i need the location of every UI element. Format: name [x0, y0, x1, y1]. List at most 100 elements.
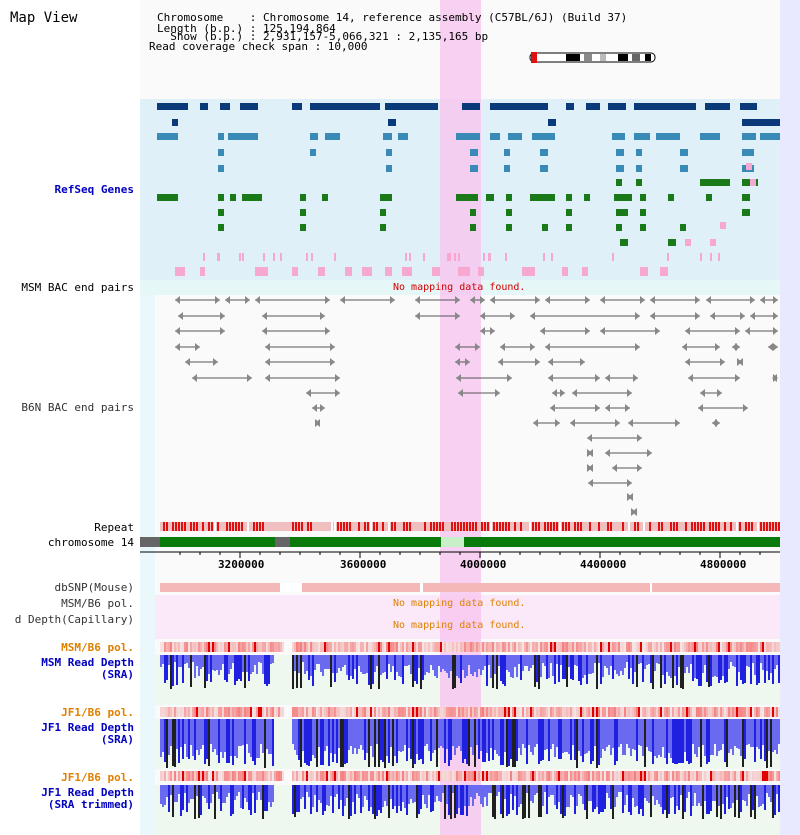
read-depth-bar [544, 719, 546, 750]
read-depth-bar [484, 785, 486, 797]
jf1-read-depth-label[interactable]: JF1 Read Depth [41, 721, 134, 734]
read-depth-bar [570, 719, 572, 760]
repeat-element [772, 522, 774, 531]
read-depth-bar [482, 719, 484, 762]
read-depth-bar [350, 719, 352, 746]
repeat-gap [370, 522, 372, 531]
read-depth-bar [538, 785, 540, 817]
refseq-genes-label[interactable]: RefSeq Genes [54, 183, 134, 196]
polymorphism-cell [190, 771, 192, 781]
read-depth-bar [462, 719, 464, 763]
bac-end-arrow [245, 296, 250, 304]
read-depth-bar [522, 655, 524, 671]
polymorphism-cell [766, 771, 768, 781]
gene-pink-tick [449, 253, 451, 261]
polymorphism-cell [254, 707, 256, 717]
read-depth-bar [340, 655, 342, 671]
polymorphism-cell [666, 707, 668, 717]
msm-read-depth-label[interactable]: MSM Read Depth [41, 656, 134, 669]
polymorphism-cell [228, 771, 230, 781]
read-depth-bar [410, 785, 412, 799]
polymorphism-cell [236, 771, 238, 781]
polymorphism-cell [494, 642, 496, 652]
read-depth-bar [162, 719, 164, 752]
polymorphism-cell [672, 642, 674, 652]
repeat-gap [490, 522, 492, 531]
read-depth-bar [394, 785, 396, 806]
polymorphism-cell [372, 771, 374, 781]
bac-end-arrow [631, 508, 636, 516]
read-depth-bar [558, 785, 560, 802]
polymorphism-cell [224, 771, 226, 781]
polymorphism-cell [306, 642, 308, 652]
polymorphism-cell [214, 771, 216, 781]
polymorphism-cell [572, 642, 574, 652]
read-depth-bar [338, 655, 340, 668]
polymorphism-cell [462, 771, 464, 781]
polymorphism-cell [430, 642, 432, 652]
polymorphism-cell [444, 771, 446, 781]
read-depth-bar [294, 719, 296, 750]
polymorphism-cell [760, 771, 762, 781]
polymorphism-cell [456, 642, 458, 652]
polymorphism-cell [488, 771, 490, 781]
read-depth-bar [526, 719, 528, 764]
repeat-gap [559, 522, 561, 531]
jf1-b6-pol2-label[interactable]: JF1/B6 pol. [61, 771, 134, 784]
gene-glyph [608, 103, 626, 110]
polymorphism-cell [774, 707, 776, 717]
polymorphism-cell [572, 707, 574, 717]
read-depth-bar [778, 655, 780, 683]
repeat-element [208, 522, 210, 531]
read-depth-bar [676, 719, 678, 764]
polymorphism-cell [330, 707, 332, 717]
repeat-element [190, 522, 192, 531]
gene-glyph [616, 224, 622, 231]
polymorphism-cell [270, 642, 272, 652]
jf1-trim-depth-label[interactable]: JF1 Read Depth [41, 786, 134, 799]
read-depth-bar [696, 655, 698, 679]
jf1-b6-pol-label[interactable]: JF1/B6 pol. [61, 706, 134, 719]
polymorphism-cell [716, 771, 718, 781]
bac-end-arrow [550, 404, 555, 412]
polymorphism-cell [636, 642, 638, 652]
polymorphism-cell [300, 707, 302, 717]
read-depth-bar [674, 785, 676, 814]
polymorphism-cell [726, 642, 728, 652]
polymorphism-cell [198, 642, 200, 652]
polymorphism-cell [722, 707, 724, 717]
repeat-element [301, 522, 303, 531]
read-depth-tracks [160, 655, 780, 819]
bac-end-arrow [750, 312, 755, 320]
polymorphism-cell [580, 771, 582, 781]
polymorphism-cell [498, 771, 500, 781]
read-depth-bar [192, 655, 194, 662]
polymorphism-cell [514, 707, 516, 717]
bac-end-arrow [533, 419, 538, 427]
read-depth-bar [556, 785, 558, 809]
read-depth-bar [168, 785, 170, 812]
read-depth-bar [520, 719, 522, 755]
read-depth-bar [404, 785, 406, 808]
polymorphism-cell [732, 642, 734, 652]
repeat-element [673, 522, 675, 531]
gene-glyph [172, 119, 178, 126]
read-depth-bar [218, 719, 220, 763]
read-depth-bar [456, 719, 458, 748]
polymorphism-cell [348, 707, 350, 717]
repeat-element [649, 522, 651, 531]
read-depth-bar [556, 655, 558, 664]
read-depth-bar [390, 655, 392, 672]
read-depth-bar [576, 719, 578, 768]
polymorphism-cell [606, 771, 608, 781]
polymorphism-cell [236, 642, 238, 652]
read-depth-bar [240, 719, 242, 746]
read-depth-bar [536, 655, 538, 682]
read-depth-bar [750, 655, 752, 684]
polymorphism-cell [518, 771, 520, 781]
polymorphism-cell [546, 642, 548, 652]
gene-pink-tick [306, 253, 308, 261]
polymorphism-cell [314, 642, 316, 652]
msm-b6-pol-label[interactable]: MSM/B6 pol. [61, 641, 134, 654]
polymorphism-cell [710, 642, 712, 652]
